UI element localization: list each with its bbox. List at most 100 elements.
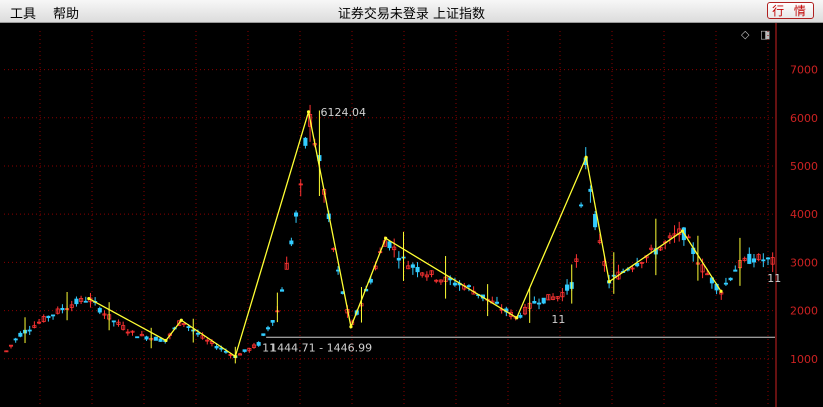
kline-body [649, 247, 654, 250]
kline-body [635, 263, 640, 267]
kline-body [565, 284, 570, 291]
kline-body [13, 338, 18, 341]
kline-body [32, 325, 37, 328]
kline-body [270, 320, 275, 323]
count-label-end: 11 [767, 272, 781, 285]
kline-body [177, 320, 182, 326]
kline-body [658, 246, 663, 251]
kline-body [761, 259, 766, 262]
kline-body [200, 335, 205, 339]
kline-body [751, 258, 757, 263]
kline-body [424, 274, 429, 278]
y-tick-label: 2000 [790, 305, 818, 318]
kline-body [765, 257, 771, 260]
zigzag-line [88, 111, 722, 358]
y-tick-label: 4000 [790, 208, 818, 221]
kline-body [667, 235, 672, 239]
count-label-low: 11 [262, 341, 276, 354]
kline-body [639, 261, 644, 264]
kline-body [747, 253, 752, 264]
menu-help[interactable]: 帮助 [53, 7, 80, 22]
kline-body [46, 315, 51, 319]
kline-body [69, 304, 74, 308]
kline-body [723, 282, 728, 285]
zigzag-vertex [384, 236, 388, 240]
zigzag-vertex [349, 325, 353, 329]
kline-body [518, 315, 523, 318]
kline-body [420, 272, 425, 276]
high-label: 6124.04 [321, 106, 367, 119]
kline-body [237, 353, 243, 356]
kline-body [546, 294, 551, 301]
kline-body [144, 336, 149, 340]
kline-body [616, 271, 621, 280]
kline-body [60, 307, 65, 311]
kline-body [551, 296, 556, 300]
kline-body [265, 327, 271, 330]
kline-body [466, 285, 471, 288]
kline-body [770, 257, 775, 265]
kline-body [135, 336, 140, 339]
diamond-icon[interactable]: ◇ [741, 28, 750, 41]
kline-body [289, 240, 294, 245]
quotes-button[interactable]: 行 情 [767, 2, 814, 19]
kline-body [51, 314, 56, 317]
panel-toggle-icon[interactable]: ◨ [760, 28, 771, 41]
kline-body [8, 344, 14, 347]
kline-body [83, 300, 88, 303]
kline-body [130, 330, 135, 333]
y-tick-label: 7000 [790, 64, 818, 77]
kline-body [247, 348, 252, 351]
kline-body [195, 332, 200, 335]
kline-body [121, 325, 126, 330]
kline-chart[interactable]: 1000 2000 3000 4000 5000 6000 7000 6124.04 1444.… [0, 23, 823, 407]
kline-body [181, 323, 186, 325]
zigzag-vertex [233, 354, 237, 358]
kline-body [158, 338, 163, 342]
kline-body [532, 301, 537, 304]
kline-body [261, 333, 266, 336]
kline-body [125, 331, 130, 334]
kline-body [574, 258, 579, 262]
kline-body [705, 273, 710, 276]
y-tick-label: 6000 [790, 112, 818, 125]
kline-body [303, 137, 308, 146]
kline-body [4, 350, 9, 353]
kline-body [630, 267, 635, 270]
kline-body [79, 298, 84, 302]
y-tick-label: 1000 [790, 353, 818, 366]
kline-body [41, 316, 46, 322]
kline-body [242, 349, 247, 352]
kline-body [406, 265, 411, 270]
kline-body [27, 329, 32, 332]
kline-body [279, 289, 285, 292]
kline-body [494, 301, 500, 304]
kline-body [579, 204, 584, 207]
kline-body [153, 336, 158, 341]
kline-body [434, 279, 439, 282]
zigzag-vertex [680, 229, 685, 233]
kline-body [742, 257, 747, 261]
zigzag-vertex [515, 316, 519, 320]
kline-body [410, 264, 415, 268]
kline-body [308, 113, 313, 127]
kline-body [560, 292, 565, 298]
kline-body [97, 308, 102, 313]
kline-body [733, 269, 738, 272]
low-label: 1444.71 - 1446.99 [270, 341, 372, 354]
menu-tools[interactable]: 工具 [10, 7, 37, 22]
zigzag-vertex [719, 289, 723, 293]
kline-body [700, 264, 705, 273]
kline-body [396, 257, 401, 261]
kline-body [756, 254, 761, 261]
kline-body [392, 246, 397, 251]
kline-body [139, 333, 144, 337]
kline-body [102, 313, 107, 316]
y-tick-label: 5000 [790, 160, 818, 173]
y-tick-label: 3000 [790, 256, 818, 269]
kline-body [116, 321, 121, 325]
kline-body [536, 302, 542, 305]
kline-body [37, 321, 42, 324]
zigzag-vertex [584, 155, 588, 159]
kline-body [205, 339, 210, 342]
